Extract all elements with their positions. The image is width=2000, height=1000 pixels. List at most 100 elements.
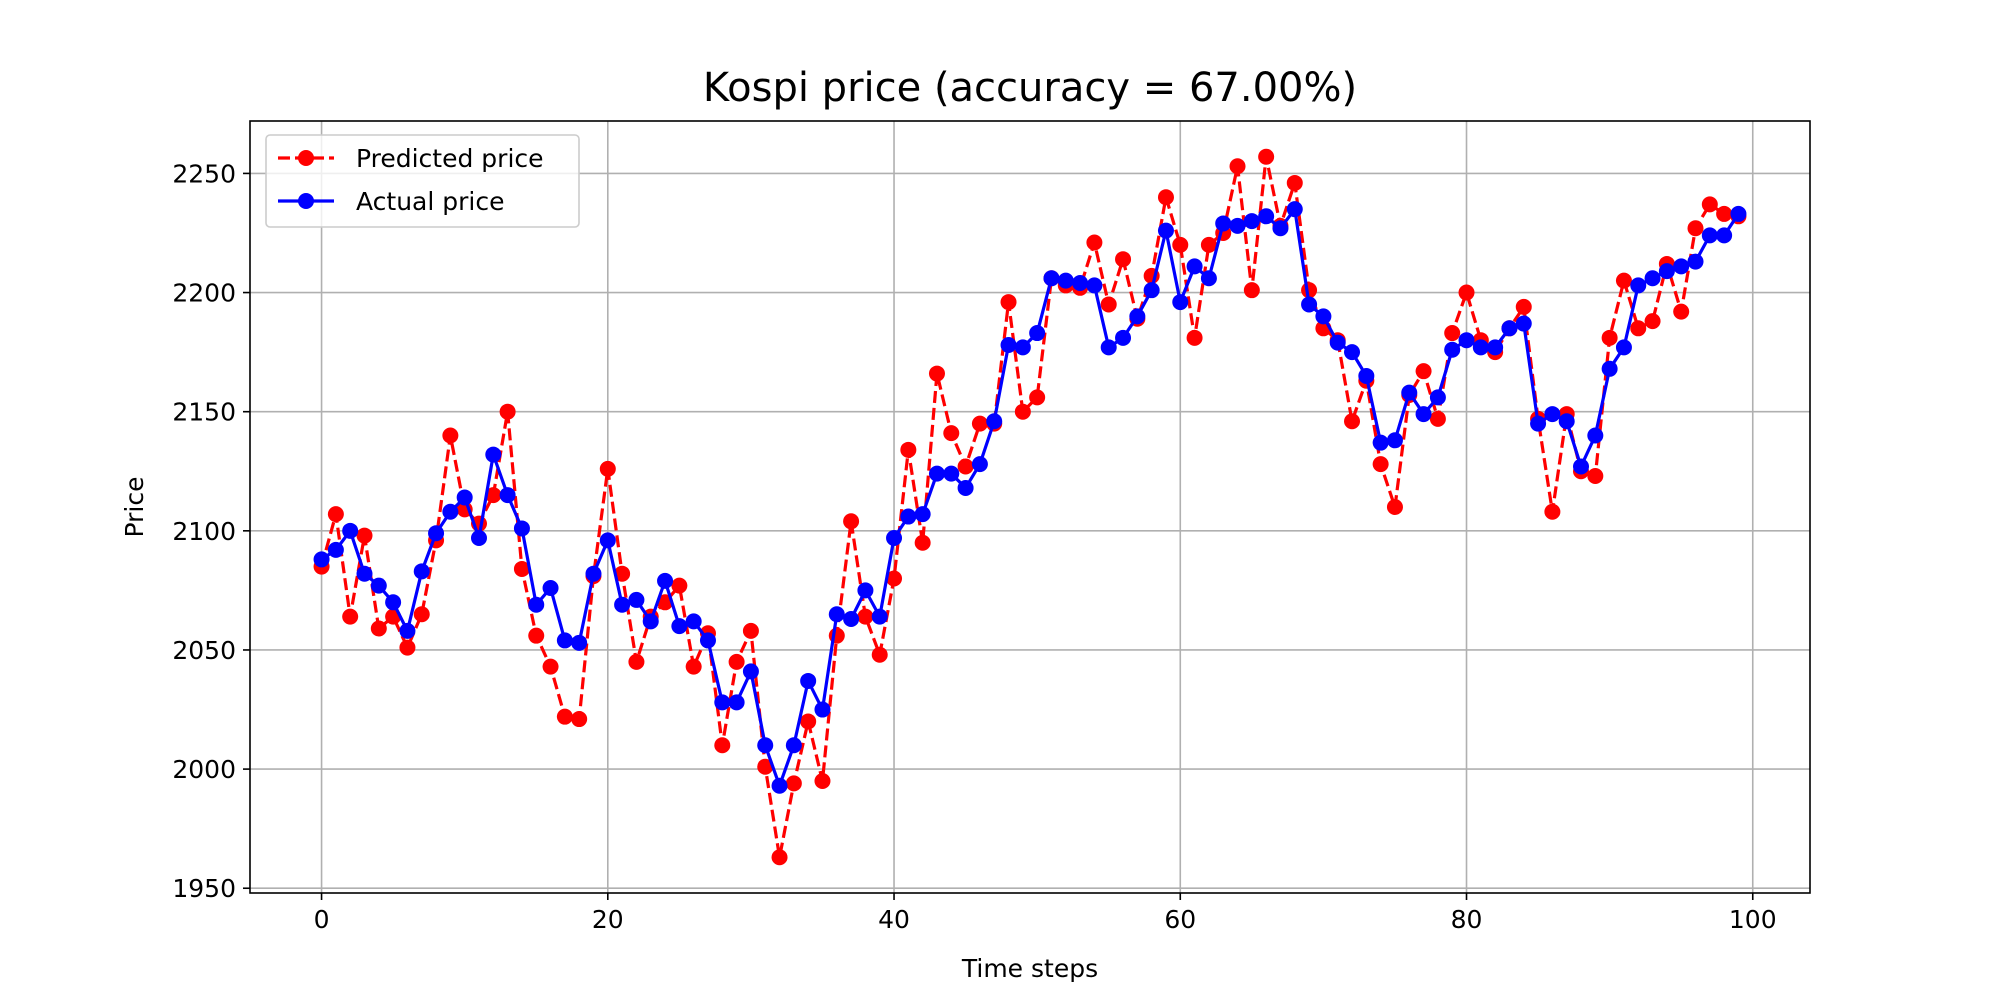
data-point — [1172, 294, 1189, 311]
data-point — [1172, 236, 1189, 253]
data-point — [342, 608, 359, 625]
chart-title: Kospi price (accuracy = 67.00%) — [703, 65, 1357, 111]
data-point — [399, 622, 416, 639]
data-point — [1014, 403, 1031, 420]
data-point — [928, 365, 945, 382]
data-point — [1215, 215, 1232, 232]
data-point — [1272, 220, 1289, 237]
x-axis-label: Time steps — [961, 954, 1098, 983]
data-point — [1615, 339, 1632, 356]
data-point — [1086, 234, 1103, 251]
data-point — [1515, 298, 1532, 315]
data-point — [1243, 213, 1260, 230]
data-point — [1415, 406, 1432, 423]
data-point — [1100, 339, 1117, 356]
data-point — [857, 608, 874, 625]
data-point — [886, 570, 903, 587]
data-point — [1687, 220, 1704, 237]
data-point — [785, 775, 802, 792]
data-point — [1000, 294, 1017, 311]
data-point — [1086, 277, 1103, 294]
data-point — [785, 737, 802, 754]
data-point — [1701, 196, 1718, 213]
data-point — [1258, 208, 1275, 225]
x-tick-label: 40 — [878, 905, 910, 934]
data-point — [828, 606, 845, 623]
data-point — [1115, 251, 1132, 268]
data-point — [385, 594, 402, 611]
data-point — [928, 465, 945, 482]
data-point — [843, 610, 860, 627]
data-point — [1544, 503, 1561, 520]
data-point — [1630, 320, 1647, 337]
data-point — [900, 508, 917, 525]
data-point — [1558, 413, 1575, 430]
data-point — [1186, 329, 1203, 346]
series-layer — [313, 148, 1747, 866]
data-point — [714, 694, 731, 711]
series-actual-price — [313, 201, 1747, 794]
x-tick-label: 80 — [1451, 905, 1483, 934]
data-point — [528, 596, 545, 613]
data-point — [599, 460, 616, 477]
data-point — [1415, 363, 1432, 380]
y-tick-label: 2050 — [172, 636, 236, 665]
data-point — [1444, 325, 1461, 342]
data-point — [642, 613, 659, 630]
data-point — [1701, 227, 1718, 244]
data-point — [1730, 205, 1747, 222]
data-point — [1644, 270, 1661, 287]
data-point — [757, 737, 774, 754]
data-point — [356, 527, 373, 544]
data-point — [742, 622, 759, 639]
data-point — [1687, 253, 1704, 270]
data-point — [1200, 236, 1217, 253]
data-point — [1258, 148, 1275, 165]
data-point — [442, 503, 459, 520]
data-point — [1673, 258, 1690, 275]
data-point — [456, 489, 473, 506]
data-point — [1057, 272, 1074, 289]
data-point — [914, 506, 931, 523]
data-point — [814, 773, 831, 790]
y-tick-label: 2000 — [172, 755, 236, 784]
data-point — [513, 560, 530, 577]
data-point — [871, 646, 888, 663]
data-point — [800, 672, 817, 689]
data-point — [814, 701, 831, 718]
data-point — [886, 529, 903, 546]
data-point — [943, 465, 960, 482]
x-tick-label: 60 — [1164, 905, 1196, 934]
data-point — [843, 513, 860, 530]
data-point — [1386, 432, 1403, 449]
data-point — [1315, 308, 1332, 325]
data-point — [1429, 389, 1446, 406]
data-point — [1615, 272, 1632, 289]
data-point — [1186, 258, 1203, 275]
data-point — [986, 413, 1003, 430]
data-point — [499, 487, 516, 504]
data-point — [571, 634, 588, 651]
data-point — [528, 627, 545, 644]
data-point — [1329, 334, 1346, 351]
data-point — [1487, 339, 1504, 356]
y-tick-label: 1950 — [172, 874, 236, 903]
data-point — [1000, 336, 1017, 353]
data-point — [1072, 275, 1089, 292]
data-point — [971, 456, 988, 473]
data-point — [1587, 427, 1604, 444]
y-axis-label: Price — [120, 477, 149, 538]
data-point — [757, 758, 774, 775]
data-point — [556, 708, 573, 725]
data-point — [585, 565, 602, 582]
data-point — [327, 541, 344, 558]
data-point — [1544, 406, 1561, 423]
y-tick-label: 2250 — [172, 159, 236, 188]
data-point — [542, 580, 559, 597]
data-point — [685, 613, 702, 630]
data-point — [614, 565, 631, 582]
data-point — [485, 487, 502, 504]
y-tick-label: 2200 — [172, 279, 236, 308]
data-point — [1286, 174, 1303, 191]
data-point — [513, 520, 530, 537]
